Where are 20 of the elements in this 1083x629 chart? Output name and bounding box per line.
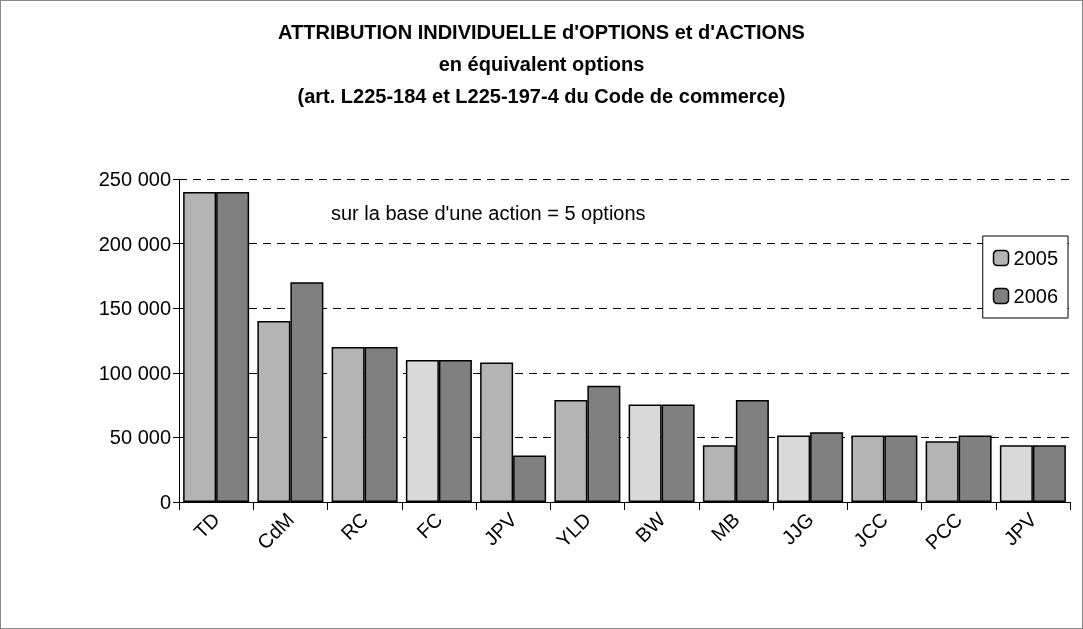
legend-label: 2006 bbox=[1013, 285, 1059, 307]
x-tick-label: RC bbox=[336, 508, 373, 545]
x-tick-label: FC bbox=[412, 508, 447, 543]
x-tick-label: YLD bbox=[552, 508, 596, 552]
y-tick-label: 100 000 bbox=[98, 361, 171, 384]
x-tick-label: JPV bbox=[999, 507, 1042, 550]
y-tick-label: 200 000 bbox=[98, 232, 171, 255]
y-tick-label: 150 000 bbox=[98, 297, 171, 320]
y-tick-label: 250 000 bbox=[98, 168, 171, 190]
legend-label: 2005 bbox=[1013, 247, 1059, 269]
chart-title: ATTRIBUTION INDIVIDUELLE d'OPTIONS et d'ACTIONS en équivalent options (art. L225-184 et L225-197-4 du Code de commerce) bbox=[278, 21, 805, 107]
x-tick-label: JPV bbox=[479, 507, 522, 550]
x-tick-label: MB bbox=[706, 508, 744, 545]
annotation: sur la base d'une action = 5 options bbox=[331, 202, 646, 224]
y-tick-label: 0 bbox=[159, 491, 171, 513]
y-tick-label: 50 000 bbox=[109, 426, 171, 449]
x-tick-label: JJG bbox=[777, 508, 818, 549]
x-tick-label: BW bbox=[631, 508, 670, 547]
x-tick-label: JCC bbox=[849, 508, 893, 552]
x-tick-label: TD bbox=[189, 508, 224, 543]
